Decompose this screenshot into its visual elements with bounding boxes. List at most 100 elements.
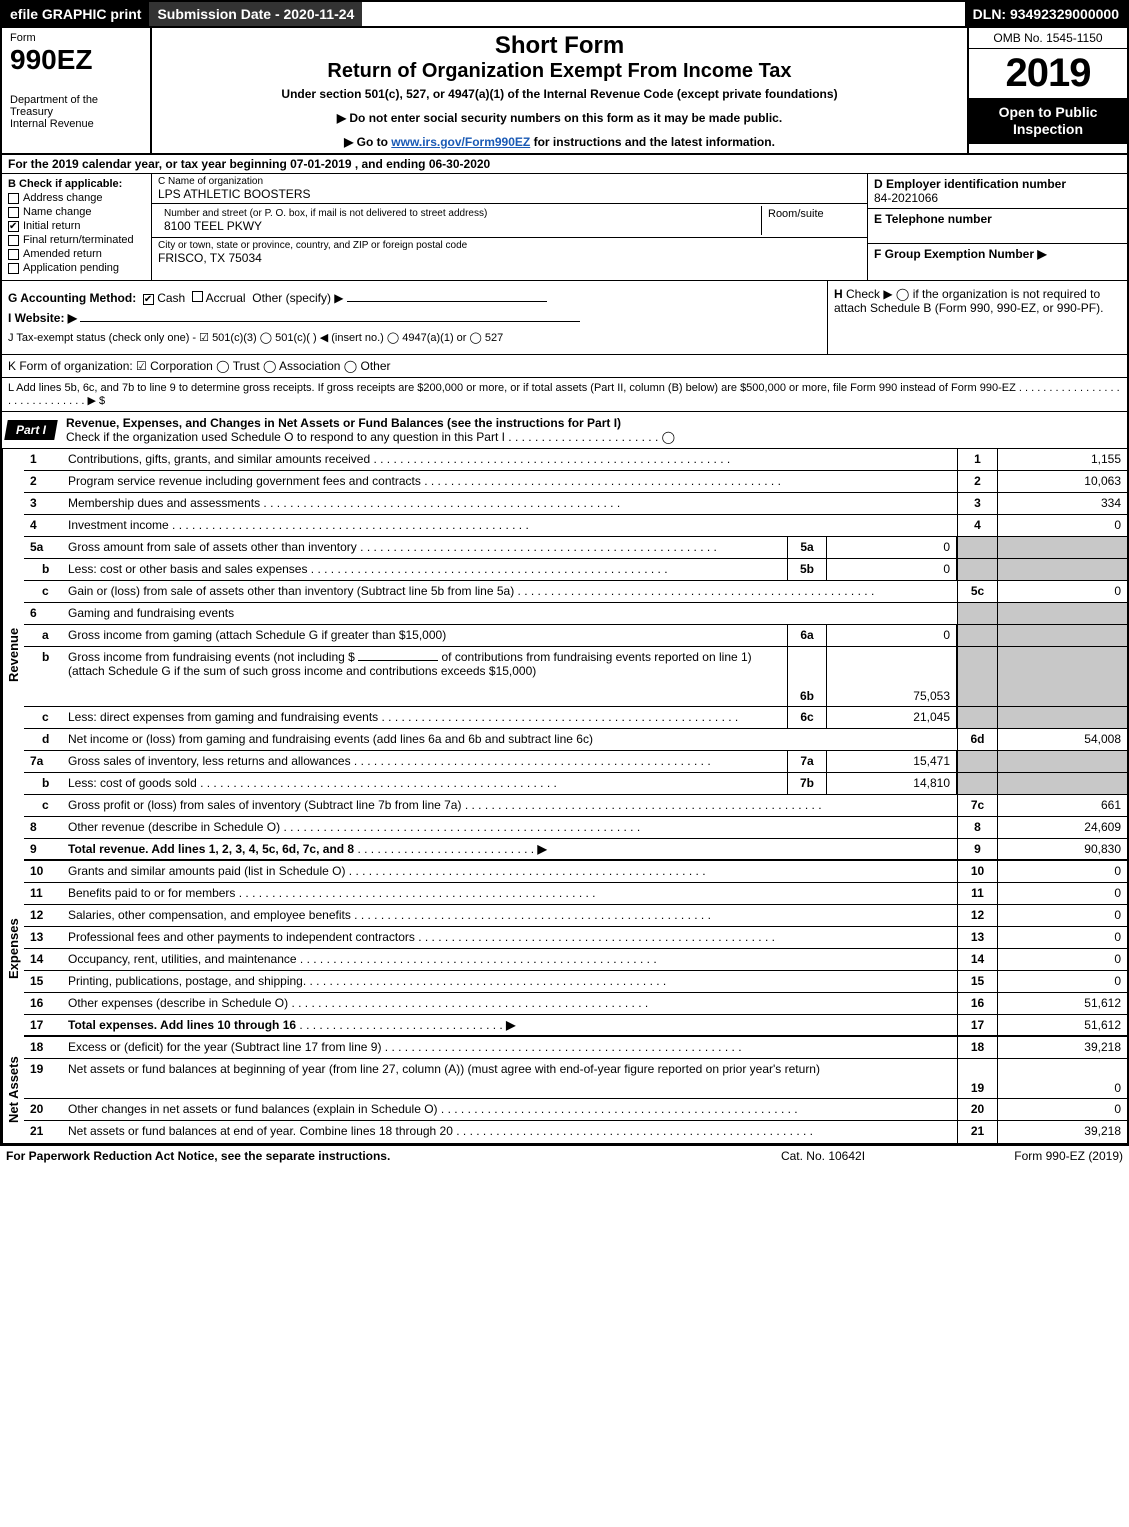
dept-treasury: Department of the Treasury: [10, 94, 142, 118]
l5c-desc: Gain or (loss) from sale of assets other…: [64, 581, 957, 602]
l9-desc: Total revenue. Add lines 1, 2, 3, 4, 5c,…: [64, 839, 957, 859]
row-ghi: G Accounting Method: Cash Accrual Other …: [0, 281, 1129, 355]
header-right: OMB No. 1545-1150 2019 Open to Public In…: [967, 28, 1127, 153]
expenses-table: Expenses 10Grants and similar amounts pa…: [0, 861, 1129, 1037]
h-text: Check ▶ ◯ if the organization is not req…: [834, 287, 1103, 315]
b-hdr: Check if applicable:: [19, 178, 122, 190]
col-c: C Name of organization LPS ATHLETIC BOOS…: [152, 174, 867, 280]
chk-accrual[interactable]: [192, 291, 203, 302]
revenue-side-label: Revenue: [2, 449, 24, 861]
l16-desc: Other expenses (describe in Schedule O): [64, 993, 957, 1014]
chk-final[interactable]: [8, 235, 19, 246]
l6b-desc: Gross income from fundraising events (no…: [64, 647, 787, 706]
e-label: E Telephone number: [874, 212, 1121, 226]
top-bar: efile GRAPHIC print Submission Date - 20…: [0, 0, 1129, 28]
l13-desc: Professional fees and other payments to …: [64, 927, 957, 948]
d-label: D Employer identification number: [874, 177, 1121, 191]
chk-application[interactable]: [8, 263, 19, 274]
l6-desc: Gaming and fundraising events: [64, 603, 957, 624]
b-address: Address change: [23, 192, 103, 204]
l13-val: 0: [997, 927, 1127, 948]
b-initial: Initial return: [23, 220, 80, 232]
netassets-side-label: Net Assets: [2, 1037, 24, 1143]
l21-val: 39,218: [997, 1121, 1127, 1143]
l19-desc: Net assets or fund balances at beginning…: [64, 1059, 957, 1098]
b-application: Application pending: [23, 262, 119, 274]
row-a-text: For the 2019 calendar year, or tax year …: [8, 157, 490, 171]
g-cash: Cash: [157, 291, 185, 305]
paperwork-notice: For Paperwork Reduction Act Notice, see …: [6, 1149, 723, 1163]
ghi-right: H Check ▶ ◯ if the organization is not r…: [827, 281, 1127, 354]
chk-name[interactable]: [8, 207, 19, 218]
irs-link[interactable]: www.irs.gov/Form990EZ: [391, 135, 530, 149]
form-header: Form 990EZ Department of the Treasury In…: [0, 28, 1129, 155]
l12-desc: Salaries, other compensation, and employ…: [64, 905, 957, 926]
omb-number: OMB No. 1545-1150: [969, 28, 1127, 49]
l10-val: 0: [997, 861, 1127, 882]
chk-amended[interactable]: [8, 249, 19, 260]
ghi-left: G Accounting Method: Cash Accrual Other …: [2, 281, 827, 354]
street-value: 8100 TEEL PKWY: [164, 219, 755, 233]
efile-label[interactable]: efile GRAPHIC print: [2, 2, 149, 26]
g-accrual: Accrual: [206, 291, 246, 305]
row-a-tax-year: For the 2019 calendar year, or tax year …: [0, 155, 1129, 174]
page-footer: For Paperwork Reduction Act Notice, see …: [0, 1145, 1129, 1166]
l15-desc: Printing, publications, postage, and shi…: [64, 971, 957, 992]
l4-desc: Investment income: [64, 515, 957, 536]
chk-initial[interactable]: [8, 221, 19, 232]
l2-desc: Program service revenue including govern…: [64, 471, 957, 492]
netassets-table: Net Assets 18Excess or (deficit) for the…: [0, 1037, 1129, 1145]
l17-desc: Total expenses. Add lines 10 through 16 …: [64, 1015, 957, 1035]
room-suite: Room/suite: [761, 206, 861, 235]
col-def: D Employer identification number 84-2021…: [867, 174, 1127, 280]
l11-desc: Benefits paid to or for members: [64, 883, 957, 904]
chk-address[interactable]: [8, 193, 19, 204]
l6d-val: 54,008: [997, 729, 1127, 750]
l14-desc: Occupancy, rent, utilities, and maintena…: [64, 949, 957, 970]
part1-check: Check if the organization used Schedule …: [66, 430, 675, 444]
city-value: FRISCO, TX 75034: [158, 251, 861, 265]
under-section: Under section 501(c), 527, or 4947(a)(1)…: [160, 87, 959, 101]
l6d-desc: Net income or (loss) from gaming and fun…: [64, 729, 957, 750]
ssn-warning: ▶ Do not enter social security numbers o…: [160, 111, 959, 125]
g-other-blank: [347, 301, 547, 302]
l18-val: 39,218: [997, 1037, 1127, 1058]
goto-note: ▶ Go to www.irs.gov/Form990EZ for instru…: [160, 135, 959, 149]
l3-desc: Membership dues and assessments: [64, 493, 957, 514]
c-name-label: C Name of organization: [158, 176, 861, 187]
ein-value: 84-2021066: [874, 191, 1121, 205]
l6c-val: 21,045: [827, 707, 957, 728]
goto-pre: ▶ Go to: [344, 135, 391, 149]
part1-header: Part I Revenue, Expenses, and Changes in…: [0, 412, 1129, 449]
l7c-val: 661: [997, 795, 1127, 816]
expenses-side-label: Expenses: [2, 861, 24, 1037]
tax-year: 2019: [969, 49, 1127, 98]
website-blank: [80, 321, 580, 322]
chk-cash[interactable]: [143, 294, 154, 305]
revenue-table: Revenue 1Contributions, gifts, grants, a…: [0, 449, 1129, 861]
l6b-val: 75,053: [827, 647, 957, 706]
l5a-desc: Gross amount from sale of assets other t…: [64, 537, 787, 558]
street-label: Number and street (or P. O. box, if mail…: [164, 208, 755, 219]
l8-desc: Other revenue (describe in Schedule O): [64, 817, 957, 838]
f-label: F Group Exemption Number ▶: [874, 247, 1121, 261]
cat-no: Cat. No. 10642I: [723, 1149, 923, 1163]
block-bcdef: B Check if applicable: Address change Na…: [0, 174, 1129, 281]
l5b-val: 0: [827, 559, 957, 580]
g-other: Other (specify) ▶: [252, 291, 343, 305]
form-number: 990EZ: [10, 44, 142, 76]
submission-date: Submission Date - 2020-11-24: [149, 2, 362, 26]
part1-tag: Part I: [4, 420, 58, 440]
l19-val: 0: [997, 1059, 1127, 1098]
l11-val: 0: [997, 883, 1127, 904]
short-form-title: Short Form: [160, 32, 959, 60]
l21-desc: Net assets or fund balances at end of ye…: [64, 1121, 957, 1143]
l5a-val: 0: [827, 537, 957, 558]
l14-val: 0: [997, 949, 1127, 970]
col-b: B Check if applicable: Address change Na…: [2, 174, 152, 280]
part1-title: Revenue, Expenses, and Changes in Net As…: [60, 412, 1127, 448]
header-left: Form 990EZ Department of the Treasury In…: [2, 28, 152, 153]
org-name: LPS ATHLETIC BOOSTERS: [158, 187, 861, 201]
b-final: Final return/terminated: [23, 234, 134, 246]
l7b-val: 14,810: [827, 773, 957, 794]
